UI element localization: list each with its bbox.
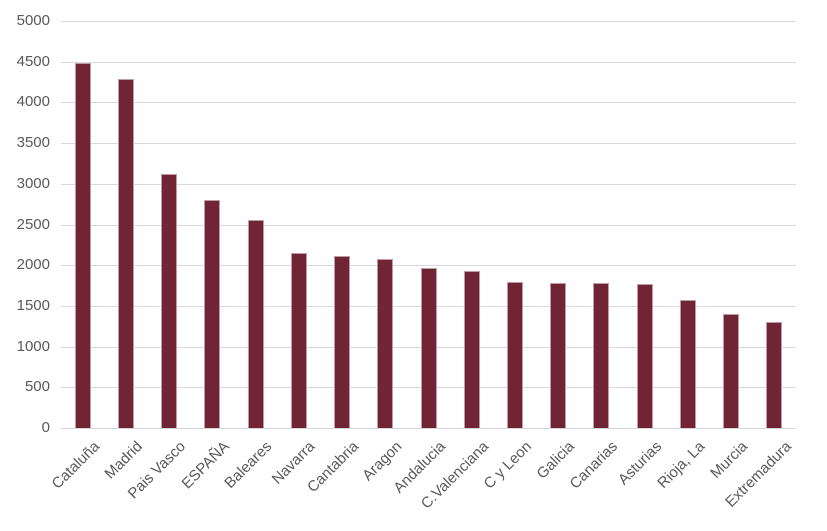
bar [334,256,350,428]
y-axis-tick-label: 4500 [16,53,50,70]
bar [204,199,220,428]
bar [766,322,782,428]
bar [680,300,696,428]
gridline [61,21,796,22]
gridline [61,184,796,185]
bar [723,314,739,428]
gridline [61,143,796,144]
bar [550,282,566,428]
bar [377,258,393,428]
bar [421,268,437,428]
y-axis-tick-label: 5000 [16,12,50,29]
y-axis-tick-label: 3500 [16,134,50,151]
x-axis-category-label: ESPAÑA [178,438,233,493]
gridline [61,265,796,266]
y-axis-tick-label: 3000 [16,175,50,192]
bar [507,282,523,428]
bar [118,78,134,428]
x-axis-category-label: Cataluña [48,438,103,493]
bar [291,252,307,428]
gridline [61,225,796,226]
y-axis-tick-label: 1500 [16,297,50,314]
y-axis-tick-label: 2000 [16,256,50,273]
bar [464,270,480,428]
y-axis-tick-label: 2500 [16,216,50,233]
bar [248,219,264,428]
bar [593,283,609,428]
bar [161,174,177,428]
bar [75,63,91,428]
y-axis-tick-label: 500 [24,378,50,395]
gridline [61,102,796,103]
gridline [61,62,796,63]
y-axis-tick-label: 0 [41,419,50,436]
bar [637,283,653,428]
x-axis-line [61,428,796,429]
y-axis-tick-label: 4000 [16,93,50,110]
y-axis-tick-label: 1000 [16,338,50,355]
